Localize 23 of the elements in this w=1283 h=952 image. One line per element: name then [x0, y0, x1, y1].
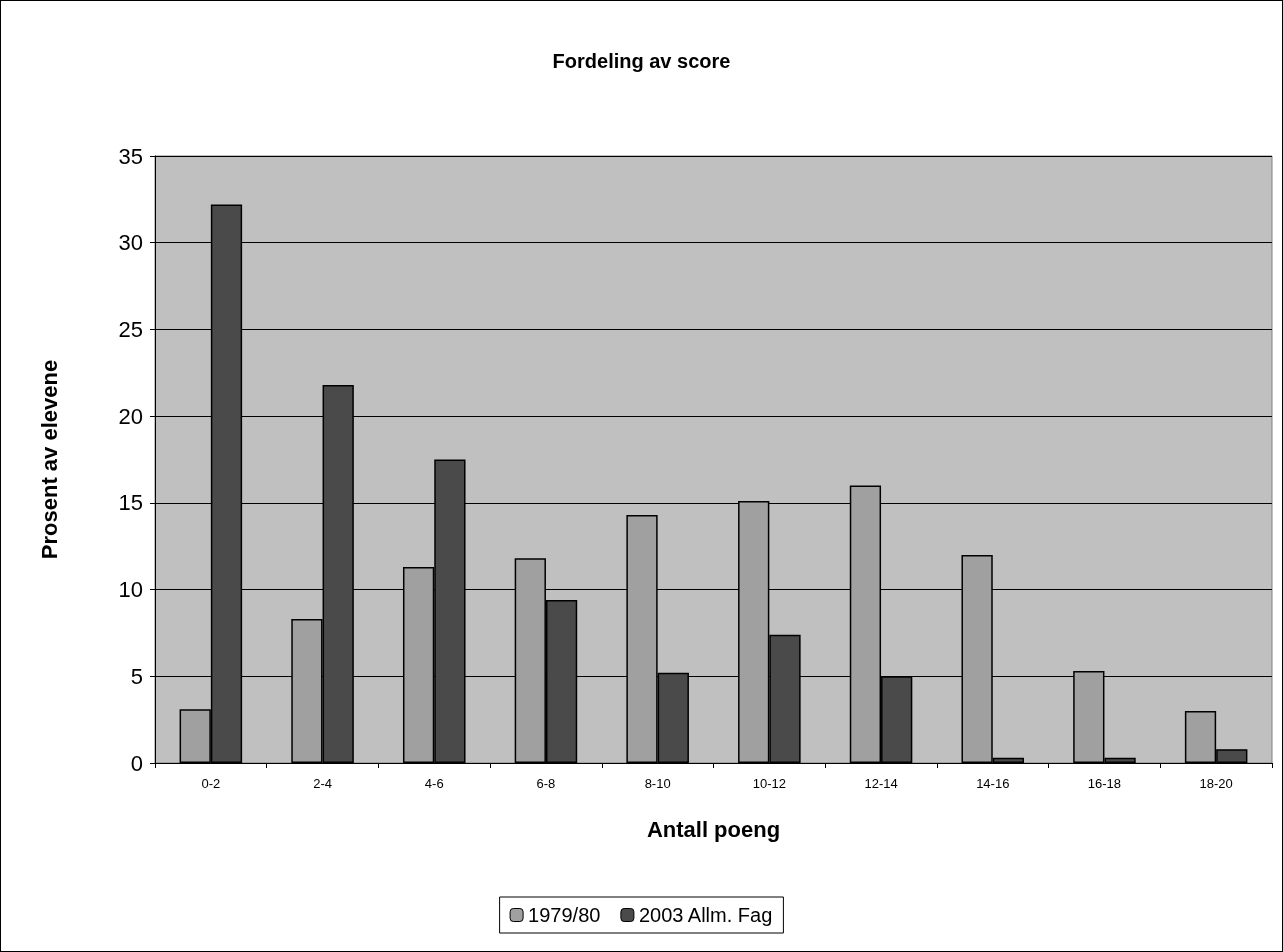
x-tick-label: 4-6 — [424, 776, 444, 791]
legend-label: 1979/80 — [528, 904, 601, 926]
x-tick-label: 0-2 — [201, 776, 221, 791]
x-axis-title: Antall poeng — [646, 816, 781, 842]
y-tick-label: 0 — [130, 750, 143, 776]
y-tick-label: 35 — [118, 143, 143, 169]
y-tick-label: 20 — [118, 403, 143, 429]
x-tick-label: 12-14 — [864, 776, 898, 791]
y-axis-title: Prosent av elevene — [36, 359, 62, 560]
x-tick-label: 10-12 — [752, 776, 786, 791]
x-tick-label: 8-10 — [644, 776, 671, 791]
legend-label: 2003 Allm. Fag — [638, 904, 773, 926]
x-tick-label: 18-20 — [1199, 776, 1233, 791]
y-tick-label: 5 — [130, 663, 143, 689]
y-tick-label: 10 — [118, 577, 143, 603]
x-tick-label: 2-4 — [313, 776, 332, 791]
x-tick-label: 16-18 — [1087, 776, 1122, 791]
y-tick-label: 30 — [118, 230, 143, 256]
y-tick-label: 25 — [118, 316, 143, 342]
y-tick-label: 15 — [118, 490, 143, 516]
chart-title: Fordeling av score — [552, 50, 731, 72]
x-tick-label: 6-8 — [536, 776, 556, 791]
x-tick-label: 14-16 — [976, 776, 1010, 791]
